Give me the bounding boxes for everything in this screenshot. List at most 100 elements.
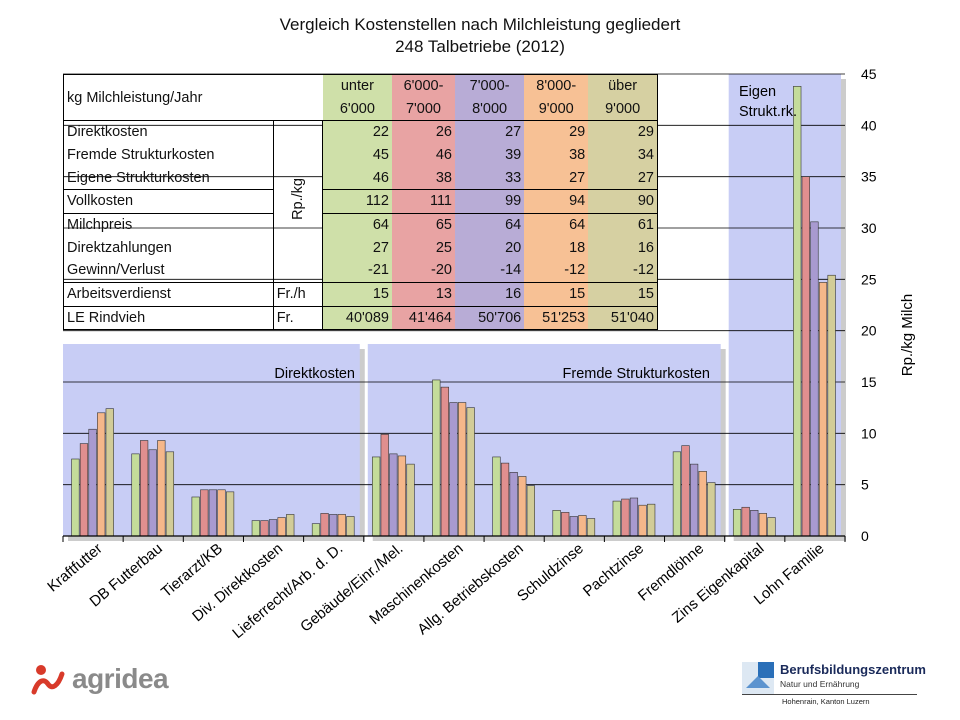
table-row-label: Vollkosten — [63, 189, 274, 214]
bar — [801, 176, 810, 537]
table-cell: 51'040 — [588, 306, 659, 331]
bar — [157, 440, 166, 537]
table-row-unit: Fr. — [273, 306, 324, 331]
table-cell: 41'464 — [391, 306, 455, 331]
table-header-label: kg Milchleistung/Jahr — [62, 74, 323, 121]
bar — [457, 402, 467, 537]
table-cell: 16 — [455, 282, 525, 307]
table-col-header-2-line1: 6'000- — [391, 74, 455, 98]
y-tick-label: 30 — [861, 220, 877, 236]
table-cell: 20 — [455, 236, 525, 260]
x-tick-label: Schuldzinse — [514, 540, 587, 605]
table-cell: 64 — [322, 213, 392, 237]
table-cell: 15 — [322, 282, 392, 307]
table-cell: 38 — [391, 166, 455, 191]
table-row: Gewinn/Verlust -21 -20 -14 -12 -12 — [63, 259, 659, 283]
table-row: Eigene Strukturkosten 46 38 33 27 27 — [63, 166, 659, 191]
bar — [71, 458, 80, 537]
bbz-logo-location: Hohenrain, Kanton Luzern — [782, 697, 870, 706]
bar — [260, 520, 269, 537]
bar — [432, 379, 441, 537]
table-cell: 46 — [391, 143, 455, 167]
table-cell: 15 — [524, 282, 589, 307]
table-cell: 64 — [455, 213, 525, 237]
table-cell: 22 — [322, 120, 392, 144]
table-col-header-4-line1: 8'000- — [524, 74, 589, 98]
table-row-label: Arbeitsverdienst — [63, 282, 274, 307]
table-row: Vollkosten 112 111 99 94 90 — [63, 189, 659, 214]
table-cell: 26 — [391, 120, 455, 144]
bar — [818, 282, 828, 537]
group-label-3-part: Eigen — [739, 84, 776, 100]
bar — [552, 510, 561, 537]
x-tick-label: Gebäude/Einr./Mel. — [297, 540, 406, 636]
bar — [372, 456, 381, 537]
bar — [131, 453, 140, 537]
table-row-label: Direktzahlungen — [63, 236, 274, 260]
table-row: Fremde Strukturkosten 45 46 39 38 34 — [63, 143, 659, 167]
bar — [88, 428, 97, 537]
table-cell: 25 — [391, 236, 455, 260]
bar — [449, 402, 458, 537]
bar — [97, 412, 106, 537]
bar — [79, 443, 89, 537]
table-row-label: Direktkosten — [63, 120, 274, 144]
table-row: Direktzahlungen 27 25 20 18 16 — [63, 236, 659, 260]
table-row-label: Milchpreis — [63, 213, 274, 237]
table-col-header-3-line2: 8'000 — [455, 97, 525, 121]
bbz-logo-sub: Natur und Ernährung — [780, 679, 860, 689]
bbz-logo-divider — [742, 694, 917, 695]
y-axis-label: Rp./kg Milch — [899, 294, 916, 377]
bar — [320, 513, 329, 537]
table-cell: 27 — [322, 236, 392, 260]
table-row-label: Fremde Strukturkosten — [63, 143, 274, 167]
bar — [200, 489, 209, 537]
agridea-logo-icon — [31, 665, 65, 695]
bar — [440, 386, 450, 537]
table-cell: 13 — [391, 282, 455, 307]
table-cell: 39 — [455, 143, 525, 167]
x-tick-label: Allg. Betriebskosten — [414, 540, 526, 638]
bar — [586, 518, 596, 537]
table-col-header-3-line1: 7'000- — [455, 74, 525, 98]
chart-title-line2: 248 Talbetriebe (2012) — [395, 37, 565, 56]
bar — [526, 485, 535, 537]
bar — [690, 463, 699, 537]
table-cell: 27 — [524, 166, 589, 191]
bar — [612, 500, 621, 537]
bar — [225, 491, 235, 537]
table-cell: 51'253 — [524, 306, 589, 331]
bbz-logo-name: Berufsbildungszentrum — [780, 662, 926, 677]
table-col-header-2-line2: 7'000 — [391, 97, 455, 121]
bar — [707, 482, 716, 537]
bar — [732, 509, 742, 537]
table-cell: 99 — [455, 189, 525, 214]
bar — [191, 496, 200, 537]
bar — [397, 455, 407, 537]
bar — [698, 471, 707, 537]
x-tick-label: Lieferrecht/Arb. d. D. — [229, 540, 346, 642]
table-cell: -14 — [455, 259, 525, 283]
y-tick-label: 35 — [861, 169, 877, 185]
table-cell: -12 — [588, 259, 659, 283]
bar — [509, 472, 518, 537]
table-row-label: LE Rindvieh — [63, 306, 274, 331]
table-cell: 16 — [588, 236, 659, 260]
table-cell: 111 — [391, 189, 455, 214]
bar — [148, 449, 157, 537]
table-cell: 40'089 — [322, 306, 392, 331]
bar — [758, 513, 767, 537]
y-tick-label: 45 — [861, 66, 877, 82]
bar — [569, 516, 578, 537]
chart-title-line1: Vergleich Kostenstellen nach Milchleistu… — [279, 15, 681, 34]
bar — [251, 520, 260, 537]
table-cell: 112 — [322, 189, 392, 214]
bar — [208, 489, 217, 537]
table-cell: 29 — [588, 120, 659, 144]
table-row: Milchpreis 64 65 64 64 61 — [63, 213, 659, 237]
table-unit-rp: Rp./kg — [273, 120, 324, 283]
table-unit-rp-label: Rp./kg — [289, 178, 306, 221]
bar — [767, 517, 776, 537]
table-row-label: Eigene Strukturkosten — [63, 166, 274, 191]
table-row: Arbeitsverdienst Fr./h 15 13 16 15 15 — [63, 282, 659, 307]
